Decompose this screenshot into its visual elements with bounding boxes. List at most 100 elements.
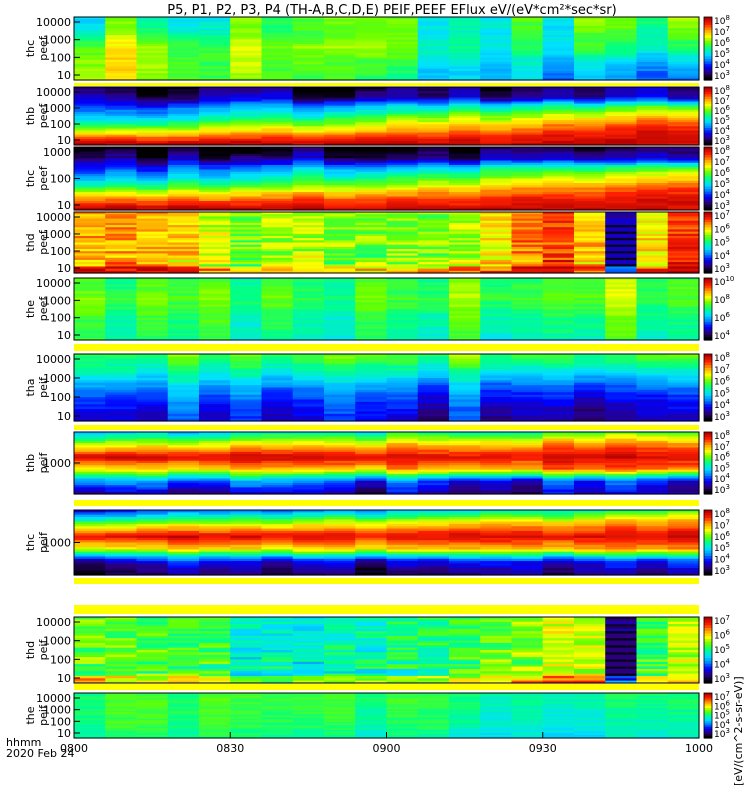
- heatmap-cell: [261, 640, 294, 644]
- heatmap-cell: [261, 628, 294, 632]
- heatmap-cell: [574, 128, 606, 132]
- heatmap-cell: [199, 73, 231, 77]
- heatmap-cell: [105, 192, 138, 195]
- heatmap-cell: [324, 519, 356, 523]
- heatmap-cell: [605, 118, 638, 121]
- heatmap-cell: [74, 26, 106, 29]
- heatmap-cell: [167, 309, 200, 312]
- heatmap-cell: [417, 549, 450, 553]
- colorbar-segment: [704, 99, 712, 103]
- heatmap-cell: [355, 153, 388, 157]
- heatmap-cell: [636, 449, 669, 453]
- colorbar-segment: [704, 72, 712, 76]
- heatmap-cell: [136, 638, 169, 642]
- heatmap-cell: [605, 361, 638, 365]
- heatmap-cell: [511, 544, 544, 548]
- heatmap-cell: [667, 399, 700, 403]
- heatmap-cell: [511, 99, 544, 103]
- heatmap-cell: [136, 118, 169, 121]
- heatmap-cell: [511, 413, 544, 417]
- heatmap-cell: [667, 262, 700, 265]
- heatmap-cell: [417, 57, 450, 61]
- heatmap-cell: [292, 227, 325, 231]
- heatmap-cell: [511, 551, 544, 555]
- heatmap-cell: [167, 212, 200, 215]
- heatmap-cell: [417, 183, 450, 186]
- heatmap-cell: [511, 528, 544, 532]
- heatmap-cell: [636, 147, 669, 150]
- heatmap-cell: [105, 528, 138, 532]
- heatmap-cell: [667, 282, 700, 286]
- heatmap-cell: [605, 489, 638, 493]
- heatmap-cell: [261, 624, 294, 628]
- heatmap-cell: [636, 87, 669, 90]
- heatmap-cell: [292, 565, 325, 569]
- heatmap-cell: [386, 93, 419, 96]
- heatmap-cell: [511, 380, 544, 384]
- heatmap-cell: [605, 39, 638, 43]
- heatmap-cell: [74, 93, 106, 96]
- heatmap-cell: [449, 249, 481, 252]
- heatmap-cell: [574, 324, 606, 328]
- heatmap-cell: [324, 156, 356, 159]
- heatmap-cell: [417, 201, 450, 204]
- heatmap-cell: [199, 116, 231, 119]
- heatmap-cell: [261, 218, 294, 222]
- heatmap-cell: [449, 251, 481, 254]
- heatmap-cell: [136, 331, 169, 334]
- heatmap-cell: [542, 268, 575, 272]
- heatmap-cell: [511, 478, 544, 482]
- heatmap-cell: [636, 368, 669, 372]
- colorbar-segment: [704, 337, 712, 341]
- heatmap-cell: [417, 404, 450, 408]
- heatmap-cell: [261, 315, 294, 319]
- heatmap-cell: [636, 238, 669, 241]
- heatmap-cell: [105, 438, 138, 442]
- heatmap-cell: [449, 171, 481, 175]
- heatmap-cell: [574, 320, 606, 323]
- heatmap-cell: [136, 565, 169, 569]
- heatmap-cell: [636, 377, 669, 381]
- heatmap-cell: [136, 469, 169, 473]
- heatmap-cell: [199, 404, 231, 408]
- heatmap-cell: [167, 62, 200, 65]
- colorbar-segment: [704, 367, 712, 372]
- heatmap-cell: [355, 365, 388, 369]
- heatmap-cell: [355, 289, 388, 292]
- heatmap-cell: [199, 394, 231, 398]
- heatmap-cell: [605, 519, 638, 523]
- heatmap-cell: [167, 291, 200, 295]
- heatmap-cell: [667, 409, 700, 413]
- heatmap-cell: [292, 122, 325, 125]
- heatmap-cell: [542, 53, 575, 56]
- heatmap-cell: [167, 406, 200, 410]
- heatmap-cell: [667, 554, 700, 558]
- heatmap-cell: [74, 657, 106, 661]
- heatmap-cell: [355, 474, 388, 477]
- heatmap-cell: [199, 278, 231, 281]
- heatmap-cell: [74, 255, 106, 259]
- heatmap-cell: [261, 306, 294, 310]
- heatmap-cell: [261, 519, 294, 523]
- heatmap-cell: [511, 554, 544, 558]
- heatmap-cell: [355, 434, 388, 438]
- heatmap-cell: [511, 130, 544, 134]
- heatmap-cell: [355, 124, 388, 127]
- heatmap-cell: [667, 445, 700, 449]
- heatmap-cell: [199, 440, 231, 444]
- heatmap-cell: [167, 456, 200, 460]
- heatmap-cell: [74, 268, 106, 272]
- heatmap-cell: [105, 266, 138, 270]
- colorbar-segment: [704, 329, 712, 333]
- heatmap-cell: [511, 126, 544, 130]
- heatmap-cell: [511, 516, 544, 520]
- heatmap-cell: [199, 87, 231, 90]
- heatmap-cell: [105, 313, 138, 317]
- heatmap-cell: [167, 530, 200, 534]
- heatmap-cell: [667, 544, 700, 548]
- heatmap-cell: [261, 214, 294, 217]
- colorbar-segment: [704, 178, 712, 182]
- heatmap-cell: [417, 93, 450, 96]
- heatmap-cell: [636, 251, 669, 254]
- heatmap-cell: [449, 356, 481, 360]
